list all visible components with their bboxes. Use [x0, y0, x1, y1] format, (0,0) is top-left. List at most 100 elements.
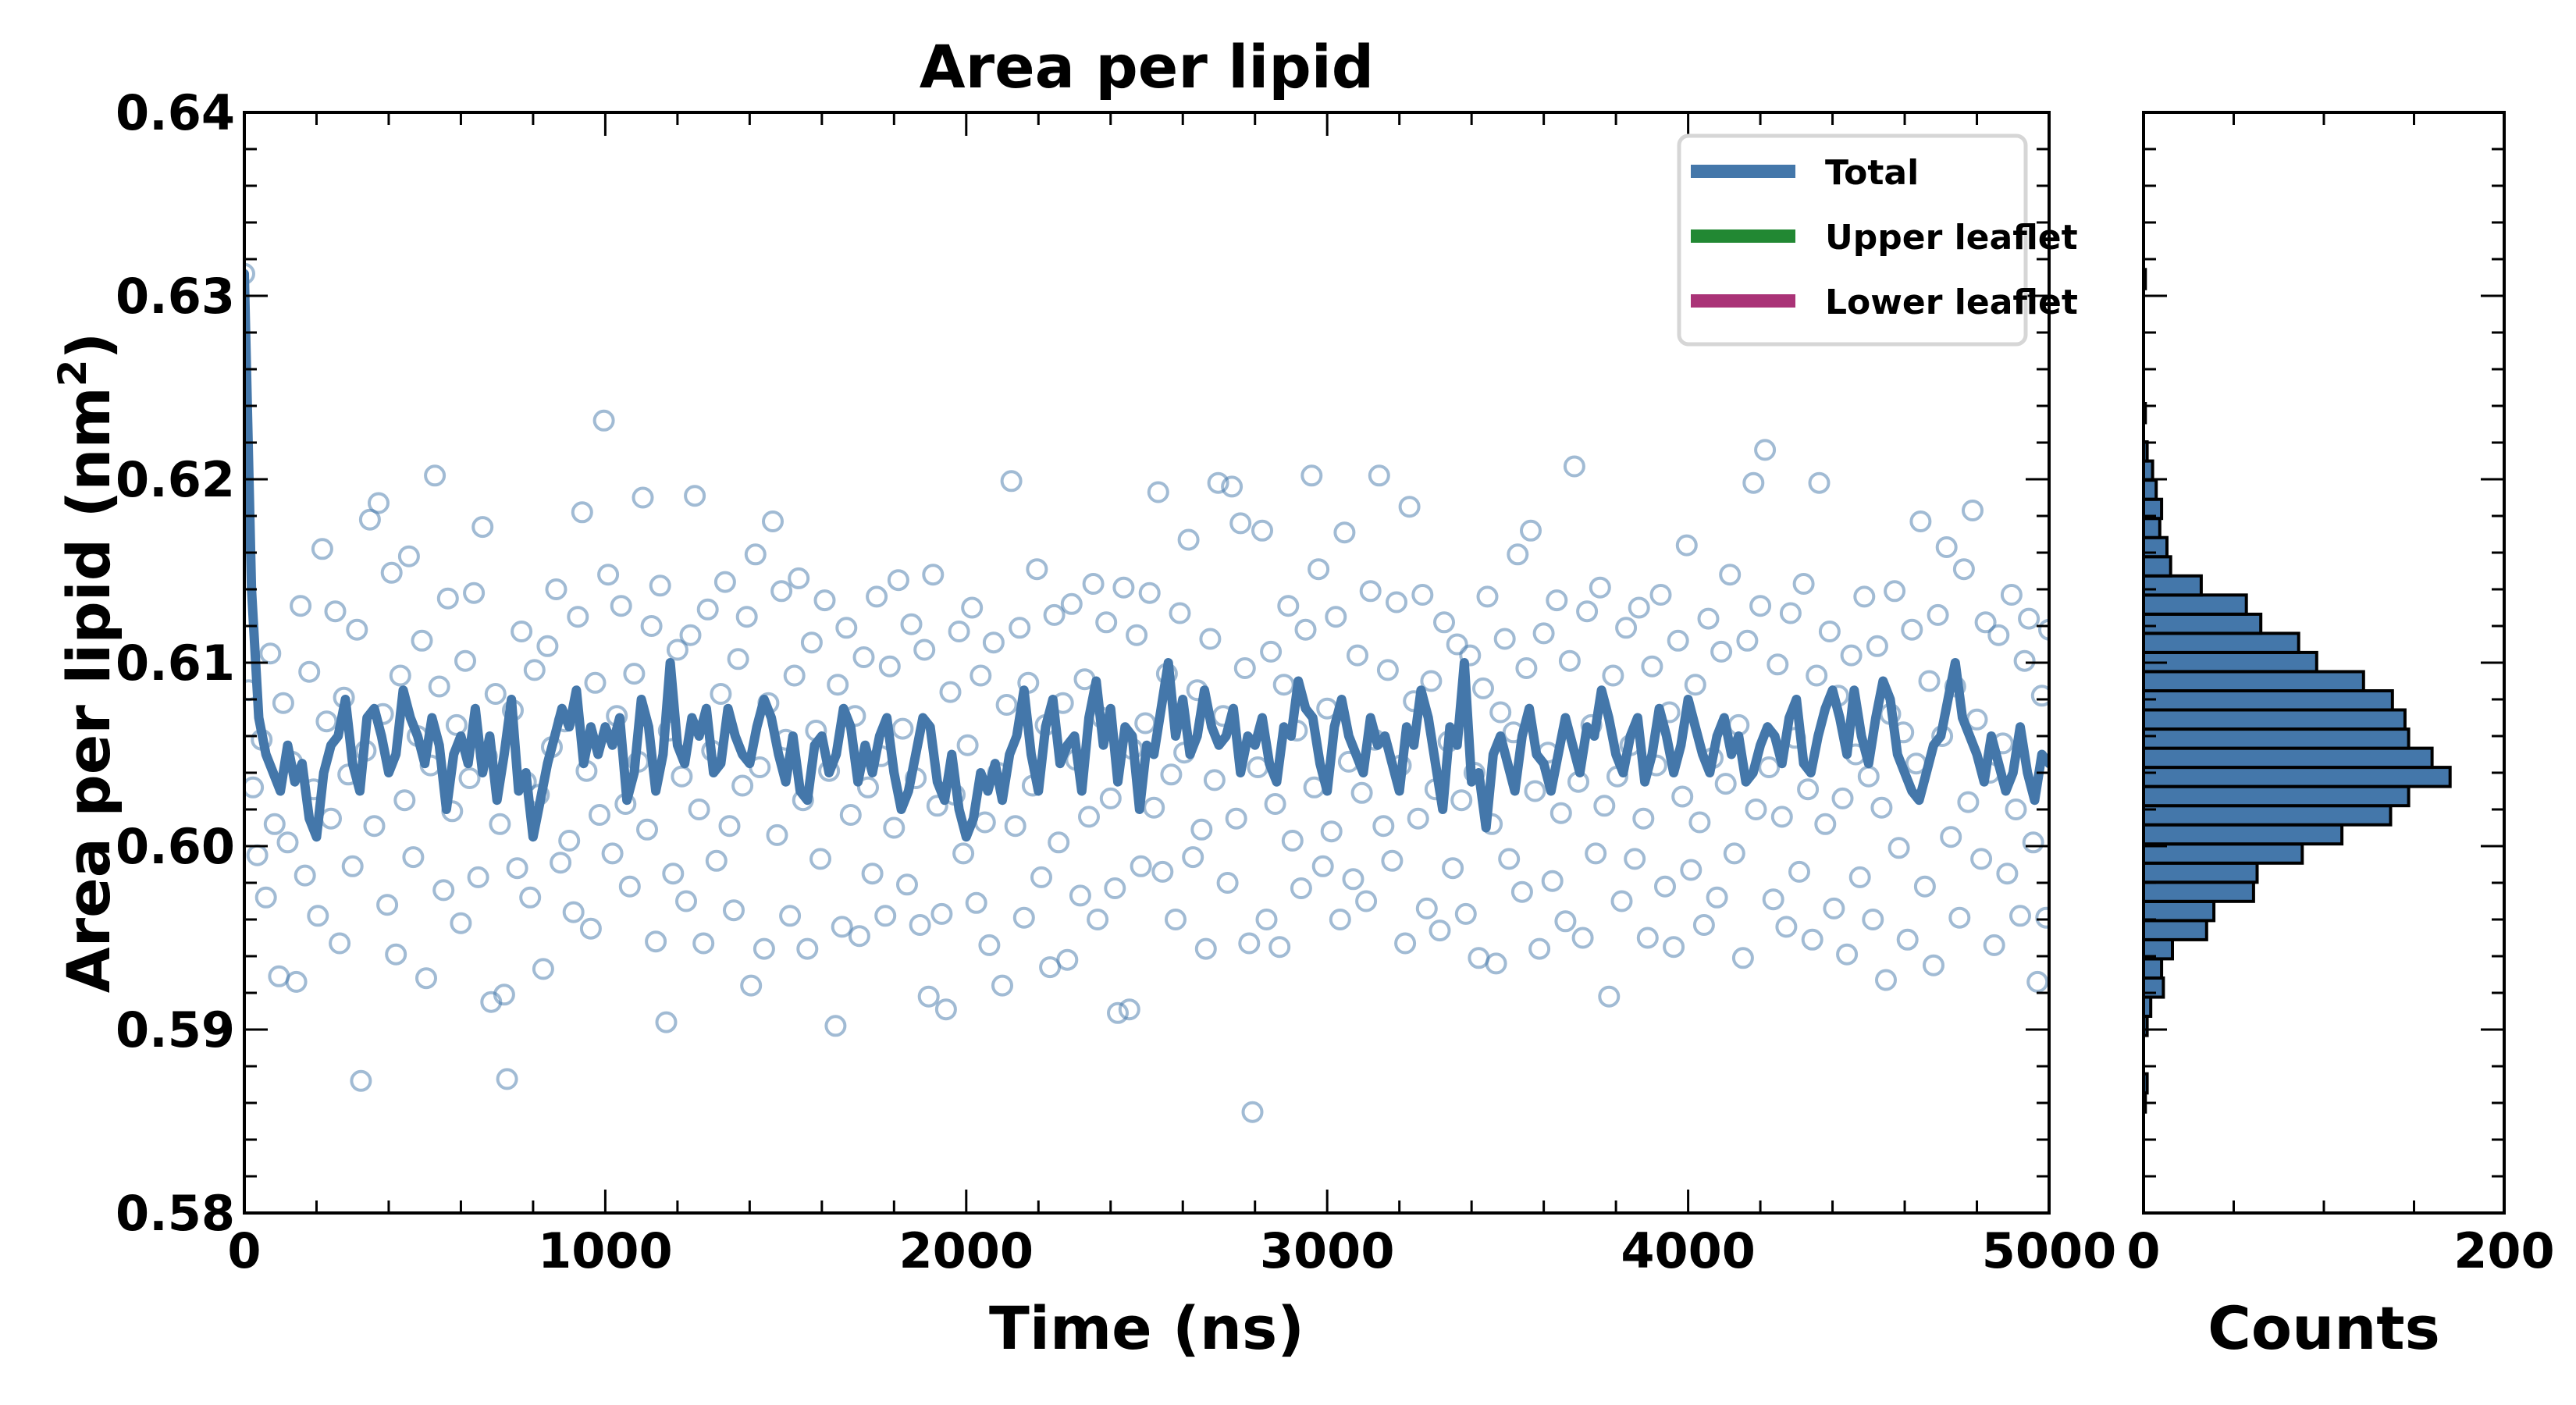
scatter-point — [263, 813, 286, 835]
scatter-point — [276, 831, 299, 854]
legend-label-total: Total — [1825, 153, 1919, 193]
scatter-point — [1654, 875, 1676, 898]
scatter-point — [1450, 789, 1473, 812]
scatter-point — [1546, 589, 1568, 612]
scatter-point — [307, 905, 329, 927]
scatter-point — [1485, 952, 1507, 975]
scatter-point — [961, 596, 984, 619]
scatter-point — [1454, 902, 1477, 925]
scatter-point — [341, 855, 364, 877]
histogram-bar — [2142, 574, 2203, 597]
scatter-point — [995, 694, 1018, 716]
scatter-point — [428, 675, 450, 698]
scatter-point — [1350, 781, 1373, 804]
scatter-point — [1818, 621, 1841, 642]
scatter-point — [1814, 813, 1837, 835]
scatter-point — [1069, 884, 1091, 907]
scatter-point — [779, 905, 802, 927]
scatter-point — [1060, 592, 1083, 615]
scatter-point — [1169, 602, 1191, 624]
scatter-point — [1731, 947, 1754, 969]
scatter-point — [506, 857, 528, 880]
scatter-point — [471, 516, 494, 539]
scatter-point — [1376, 659, 1399, 681]
scatter-point — [589, 804, 610, 826]
scatter-point — [1927, 603, 1949, 626]
scatter-point — [1429, 919, 1451, 942]
scatter-point — [1970, 848, 1993, 870]
scatter-point — [922, 564, 945, 586]
y-tick-label: 0.64 — [116, 84, 235, 141]
scatter-point — [982, 631, 1005, 654]
histogram-bar — [2142, 899, 2216, 923]
scatter-point — [710, 683, 732, 705]
scatter-point — [1888, 837, 1910, 859]
x-tick-label: 3000 — [1260, 1222, 1395, 1279]
scatter-point — [1325, 606, 1347, 628]
scatter-point — [1589, 576, 1611, 599]
scatter-point — [329, 932, 351, 955]
legend-entry-upper-leaflet: Upper leaflet — [1691, 218, 2078, 258]
histogram-bar — [2142, 727, 2411, 750]
scatter-point — [458, 767, 481, 789]
x-tick-label: 4000 — [1621, 1222, 1756, 1279]
histogram-bar — [2142, 555, 2172, 578]
scatter-point — [1831, 787, 1854, 809]
scatter-point — [1087, 909, 1109, 930]
main-axes-frame — [243, 111, 2051, 1215]
scatter-point — [1923, 954, 1944, 976]
legend-label-lower-leaflet: Lower leaflet — [1825, 283, 2078, 322]
scatter-point — [368, 492, 390, 514]
scatter-point — [1806, 664, 1828, 687]
hist-x-tick-label: 200 — [2453, 1222, 2554, 1279]
scatter-point — [259, 642, 282, 665]
scatter-point — [579, 917, 602, 940]
scatter-point — [1199, 628, 1222, 650]
scatter-point — [1957, 791, 1980, 813]
scatter-point — [1507, 543, 1529, 566]
scatter-point — [1836, 943, 1859, 966]
scatter-point — [1719, 564, 1742, 586]
legend-box — [1677, 133, 2028, 347]
scatter-point — [1281, 830, 1304, 852]
scatter-point — [679, 624, 702, 646]
scatter-point — [1779, 602, 1802, 624]
x-tick-label: 0 — [227, 1222, 261, 1279]
scatter-point — [402, 846, 425, 869]
y-axis-title-superscript: 2 — [50, 360, 95, 387]
scatter-point — [824, 1015, 847, 1037]
scatter-point — [1948, 906, 1971, 929]
scatter-point — [762, 510, 784, 532]
scatter-point — [1918, 670, 1941, 692]
scatter-point — [1692, 914, 1715, 936]
scatter-point — [1571, 927, 1594, 949]
scatter-point — [1442, 857, 1464, 880]
scatter-point — [463, 582, 486, 604]
scatter-point — [1680, 859, 1703, 881]
histogram-bar — [2142, 650, 2318, 674]
scatter-point — [1203, 769, 1226, 791]
scatter-point — [1576, 600, 1599, 623]
scatter-point — [1411, 584, 1434, 606]
scatter-point — [311, 538, 333, 560]
scatter-point — [467, 866, 489, 888]
scatter-point — [1241, 1101, 1264, 1123]
scatter-point — [294, 864, 316, 887]
scatter-point — [1311, 855, 1334, 877]
scatter-point — [1333, 521, 1356, 544]
scatter-point — [545, 578, 568, 600]
histogram-bar — [2142, 517, 2161, 539]
scatter-point — [1706, 886, 1728, 909]
scatter-point — [813, 589, 836, 612]
scatter-point — [1866, 635, 1888, 657]
scatter-point — [1593, 795, 1616, 817]
histogram-axes-frame — [2142, 111, 2506, 1215]
scatter-point — [536, 635, 559, 657]
scatter-point — [1770, 806, 1793, 828]
scatter-point — [436, 587, 459, 610]
scatter-point — [740, 974, 763, 997]
scatter-point — [2000, 584, 2023, 606]
scatter-point — [1636, 927, 1659, 949]
scatter-point — [618, 875, 641, 898]
scatter-point — [254, 886, 277, 909]
